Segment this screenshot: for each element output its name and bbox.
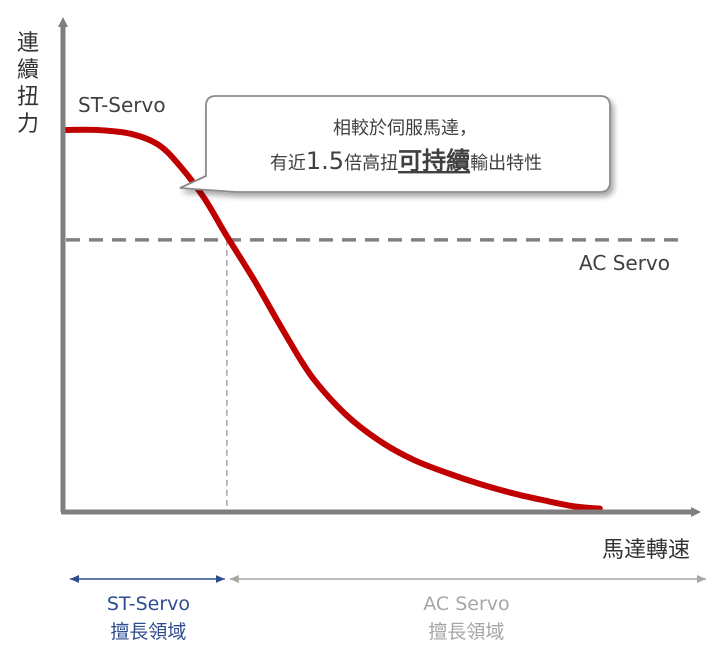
y-axis-label-char: 力 (17, 112, 39, 137)
callout-post: 輸出特性 (470, 153, 542, 174)
y-axis-label-char: 扭 (17, 85, 39, 110)
series-label-ac-servo: AC Servo (579, 251, 670, 275)
callout-emphasis: 可持續 (398, 147, 470, 175)
callout-line-2: 有近1.5倍高扭可持續輸出特性 (270, 147, 542, 175)
callout-shape (179, 95, 611, 193)
region-label-ac-servo: AC Servo (423, 593, 509, 615)
region-st-servo: ST-Servo 擅長領域 (70, 575, 225, 643)
region-sublabel-ac-servo: 擅長領域 (428, 621, 504, 643)
series-line-st-servo (63, 126, 603, 512)
y-axis-label-char: 續 (17, 58, 39, 83)
region-sublabel-st-servo: 擅長領域 (110, 621, 186, 643)
callout-mid: 倍高扭 (344, 153, 398, 174)
y-axis-label: 連續扭力 (17, 31, 39, 137)
callout-number: 1.5 (306, 147, 344, 175)
y-axis-label-char: 連 (17, 31, 39, 56)
callout-pre: 有近 (270, 153, 306, 174)
region-label-st-servo: ST-Servo (107, 593, 190, 615)
series-label-st-servo: ST-Servo (78, 93, 166, 117)
callout-bubble: 相較於伺服馬達， 有近1.5倍高扭可持續輸出特性 (179, 95, 611, 193)
callout-line-1: 相較於伺服馬達， (333, 118, 477, 139)
region-ac-servo: AC Servo 擅長領域 (229, 575, 706, 643)
x-axis-label: 馬達轉速 (602, 538, 690, 563)
